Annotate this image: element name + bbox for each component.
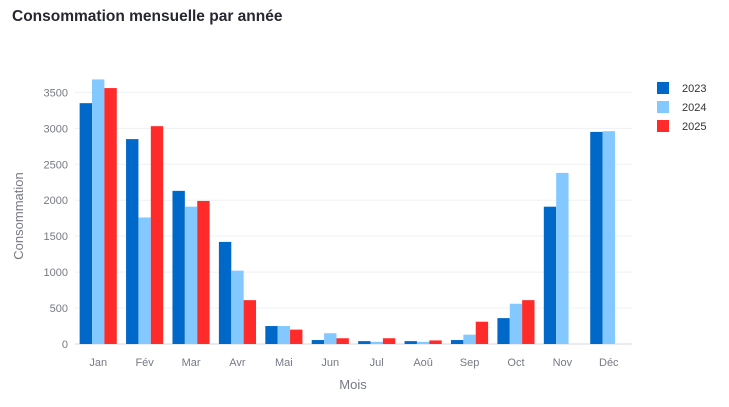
x-tick-label: Jun [321, 357, 339, 369]
bar-2025-Mar[interactable] [197, 200, 210, 344]
x-tick-label: Jan [89, 357, 107, 369]
bar-2024-Sep[interactable] [463, 334, 476, 344]
bar-2025-Sep[interactable] [475, 321, 489, 344]
chart-title: Consommation mensuelle par année [12, 8, 283, 25]
x-tick-label: Avr [229, 357, 246, 369]
x-tick-label: Sep [460, 357, 480, 369]
bar-2024-Mar[interactable] [184, 206, 198, 344]
bar-2023-Sep[interactable] [450, 340, 464, 344]
y-tick-label: 1000 [44, 267, 68, 279]
y-axis-title: Consommation [11, 172, 26, 259]
legend-item-2023[interactable]: 2023 [657, 82, 706, 95]
bar-2024-Jan[interactable] [92, 79, 105, 344]
bar-2023-Oct[interactable] [497, 318, 510, 344]
bar-2024-Mai[interactable] [277, 326, 291, 344]
x-tick-label: Déc [599, 357, 619, 369]
bar-2024-Nov[interactable] [556, 172, 569, 344]
legend-item-2024[interactable]: 2024 [657, 101, 706, 114]
bar-2023-Mar[interactable] [172, 190, 185, 344]
bar-2025-Jun[interactable] [336, 338, 349, 344]
bar-2025-Avr[interactable] [243, 300, 257, 344]
bar-2025-Aoû[interactable] [429, 340, 442, 344]
legend[interactable]: 2023 2024 2025 [657, 82, 706, 133]
x-tick-label: Mar [182, 357, 201, 369]
legend-item-2025[interactable]: 2025 [657, 120, 706, 133]
bar-2025-Fév[interactable] [150, 126, 164, 344]
bar-2023-Avr[interactable] [218, 241, 232, 344]
bar-2025-Jan[interactable] [104, 88, 117, 344]
legend-label: 2025 [682, 121, 706, 133]
x-axis-title: Mois [339, 377, 367, 392]
legend-swatch [657, 120, 669, 132]
bar-2024-Déc[interactable] [602, 131, 615, 344]
bar-2025-Jul[interactable] [382, 338, 396, 344]
bar-2023-Déc[interactable] [590, 131, 603, 344]
bar-2024-Jun[interactable] [324, 333, 337, 344]
y-tick-label: 3500 [44, 87, 68, 99]
legend-swatch [657, 82, 669, 94]
legend-label: 2024 [682, 102, 706, 114]
bar-2024-Jul[interactable] [370, 341, 383, 344]
legend-label: 2023 [682, 83, 706, 95]
y-tick-label: 2000 [44, 195, 68, 207]
x-tick-label: Aoû [413, 357, 433, 369]
bar-2023-Jan[interactable] [79, 103, 93, 344]
x-tick-label: Mai [275, 357, 293, 369]
y-tick-label: 0 [62, 339, 68, 351]
bar-2023-Nov[interactable] [543, 206, 557, 344]
x-tick-label: Oct [507, 357, 524, 369]
bar-2023-Aoû[interactable] [404, 341, 417, 344]
x-tick-label: Fév [135, 357, 154, 369]
legend-swatch [657, 101, 669, 113]
y-axis-ticks: 0 500 1000 1500 2000 2500 3000 3500 [44, 87, 68, 351]
bar-2024-Avr[interactable] [231, 270, 244, 344]
bar-2025-Oct[interactable] [522, 300, 535, 344]
bar-2024-Oct[interactable] [509, 303, 523, 344]
bar-2024-Fév[interactable] [138, 217, 151, 344]
y-tick-label: 2500 [44, 159, 68, 171]
x-tick-label: Nov [553, 357, 573, 369]
bar-2023-Fév[interactable] [126, 139, 139, 344]
grid-lines [75, 91, 632, 345]
x-tick-label: Jul [370, 357, 384, 369]
y-tick-label: 3000 [44, 123, 68, 135]
x-axis-ticks: Jan Fév Mar Avr Mai Jun Jul Aoû Sep Oct Nov Déc [89, 357, 619, 369]
bar-2025-Mai[interactable] [290, 329, 303, 344]
bars [79, 79, 615, 344]
y-tick-label: 1500 [44, 231, 68, 243]
y-tick-label: 500 [50, 303, 68, 315]
bar-2023-Jul[interactable] [358, 341, 371, 344]
bar-2023-Mai[interactable] [265, 326, 278, 344]
bar-2023-Jun[interactable] [311, 340, 325, 344]
bar-2024-Aoû[interactable] [416, 341, 430, 344]
